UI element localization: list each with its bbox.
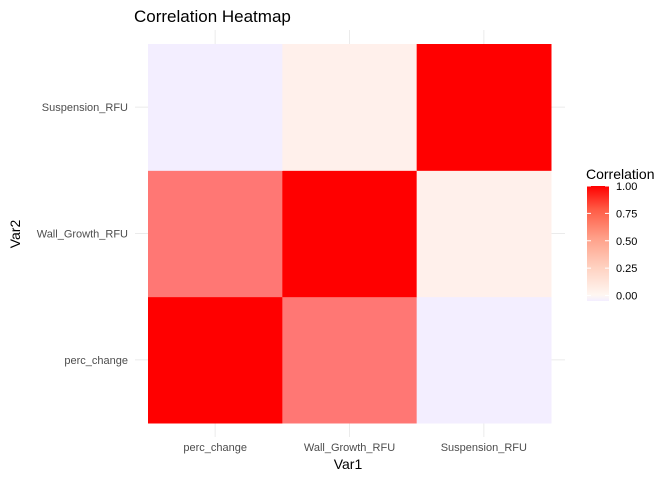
chart-title: Correlation Heatmap	[134, 7, 291, 26]
legend-colorbar	[587, 186, 609, 301]
legend-tick-label: 1.00	[616, 181, 637, 193]
y-tick-label: Wall_Growth_RFU	[37, 229, 128, 241]
heatmap-cell	[416, 170, 552, 298]
legend-tick-label: 0.75	[616, 208, 637, 220]
x-axis-tick-labels: perc_change Wall_Growth_RFU Suspension_RFU	[183, 442, 527, 454]
legend: Correlation 0.00 0.25 0.50 0.75 1.00	[586, 166, 654, 303]
legend-tick-label: 0.25	[616, 263, 637, 275]
legend-tick-label: 0.50	[616, 236, 637, 248]
x-tick-label: perc_change	[183, 442, 247, 454]
y-tick-label: perc_change	[64, 355, 128, 367]
heatmap-cells	[148, 44, 552, 424]
y-axis-tick-labels: perc_change Wall_Growth_RFU Suspension_RFU	[37, 102, 128, 367]
legend-tick-label: 0.00	[616, 291, 637, 303]
x-axis-title: Var1	[334, 456, 363, 472]
heatmap-cell	[282, 170, 418, 298]
y-tick-label: Suspension_RFU	[42, 102, 128, 114]
legend-title: Correlation	[586, 166, 654, 182]
heatmap-cell	[282, 44, 418, 171]
heatmap-cell	[416, 296, 552, 424]
legend-ticks: 0.00 0.25 0.50 0.75 1.00	[587, 181, 637, 303]
heatmap-cell	[148, 44, 283, 171]
x-tick-label: Suspension_RFU	[441, 442, 527, 454]
heatmap-cell	[148, 170, 283, 298]
heatmap-cell	[416, 44, 552, 171]
y-axis-title: Var2	[7, 220, 23, 249]
heatmap-cell	[148, 296, 283, 424]
x-tick-label: Wall_Growth_RFU	[304, 442, 395, 454]
heatmap-cell	[282, 296, 418, 424]
